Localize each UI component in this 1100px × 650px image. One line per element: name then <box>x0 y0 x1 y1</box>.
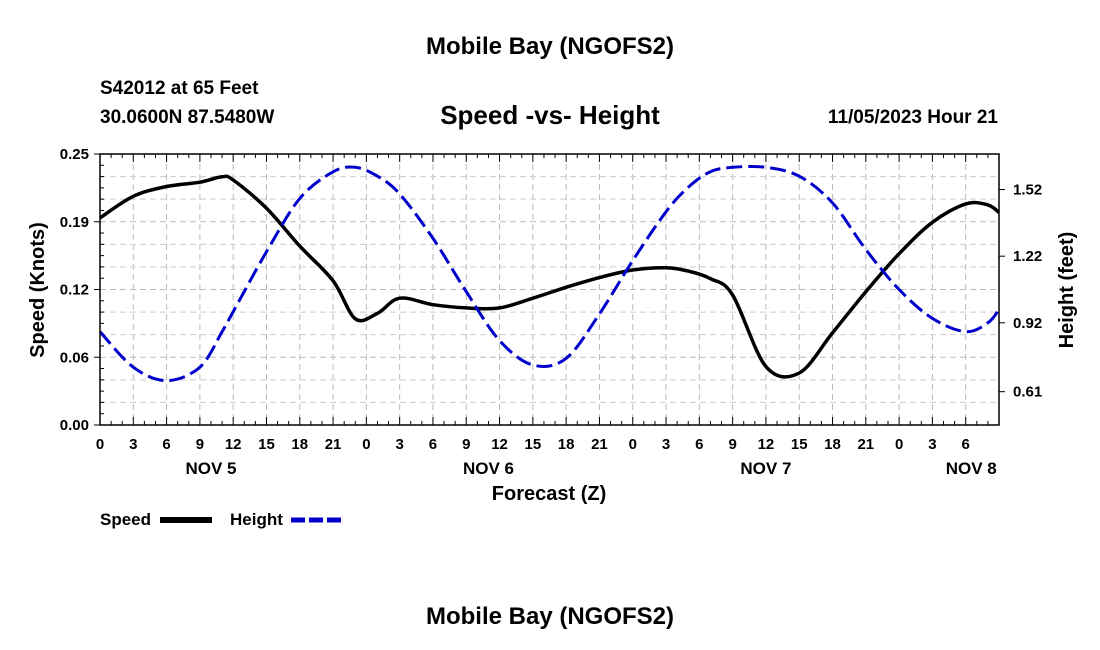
station-label: S42012 at 65 Feet <box>100 78 259 99</box>
x-tick-label: 0 <box>96 436 104 453</box>
forecast-date: 11/05/2023 Hour 21 <box>828 107 998 128</box>
legend-height-label: Height <box>230 510 283 529</box>
x-tick-label: 3 <box>928 436 936 453</box>
day-label: NOV 8 <box>946 459 997 478</box>
footer-title: Mobile Bay (NGOFS2) <box>426 603 674 630</box>
y-axis-label: Speed (Knots) <box>27 222 49 358</box>
page-title: Mobile Bay (NGOFS2) <box>426 33 674 60</box>
y-tick-label: 0.00 <box>60 417 89 434</box>
day-label: NOV 7 <box>740 459 791 478</box>
x-tick-label: 12 <box>225 436 242 453</box>
x-tick-label: 6 <box>695 436 703 453</box>
coords-label: 30.0600N 87.5480W <box>100 107 274 128</box>
x-axis-label: Forecast (Z) <box>492 483 606 505</box>
y-right-tick-label: 0.61 <box>1013 384 1042 401</box>
chart-title: Speed -vs- Height <box>440 100 660 130</box>
x-tick-label: 6 <box>962 436 970 453</box>
x-tick-label: 3 <box>129 436 137 453</box>
legend: Speed Height <box>100 510 342 529</box>
series-lines <box>98 164 1001 383</box>
y-tick-label: 0.19 <box>60 214 89 231</box>
x-tick-label: 0 <box>629 436 637 453</box>
x-tick-labels: 0 3 6 9 12 15 18 21 0 3 6 9 12 15 18 21 0 3 6 9 12 15 18 21 0 3 6 <box>96 436 970 453</box>
y-tick-label: 0.12 <box>60 282 89 299</box>
height-series-line <box>98 164 1001 383</box>
x-tick-label: 3 <box>395 436 403 453</box>
y-right-tick-label: 1.22 <box>1013 248 1042 265</box>
day-labels: NOV 5 NOV 6 NOV 7 NOV 8 <box>185 459 996 478</box>
x-tick-label: 0 <box>362 436 370 453</box>
x-tick-label: 9 <box>462 436 470 453</box>
x-tick-label: 12 <box>758 436 775 453</box>
x-tick-label: 12 <box>491 436 508 453</box>
x-tick-label: 21 <box>325 436 342 453</box>
y-right-tick-label: 1.52 <box>1013 182 1042 199</box>
x-tick-label: 9 <box>196 436 204 453</box>
day-label: NOV 6 <box>463 459 514 478</box>
y-tick-label: 0.25 <box>60 146 89 163</box>
x-tick-label: 15 <box>258 436 275 453</box>
x-tick-label: 0 <box>895 436 903 453</box>
day-label: NOV 5 <box>185 459 236 478</box>
speed-series-line <box>99 174 1001 379</box>
y-right-axis-label: Height (feet) <box>1056 232 1078 349</box>
x-tick-label: 18 <box>291 436 308 453</box>
x-tick-label: 3 <box>662 436 670 453</box>
x-tick-label: 9 <box>728 436 736 453</box>
y-right-tick-labels: 0.61 0.92 1.22 1.52 <box>1013 182 1042 401</box>
x-tick-label: 21 <box>857 436 874 453</box>
y-right-tick-label: 0.92 <box>1013 315 1042 332</box>
x-tick-label: 18 <box>824 436 841 453</box>
x-tick-label: 6 <box>162 436 170 453</box>
y-tick-labels: 0.00 0.06 0.12 0.19 0.25 <box>60 146 89 434</box>
x-tick-label: 18 <box>558 436 575 453</box>
x-tick-label: 15 <box>525 436 542 453</box>
x-tick-label: 6 <box>429 436 437 453</box>
legend-speed-label: Speed <box>100 510 151 529</box>
y-tick-label: 0.06 <box>60 349 89 366</box>
plot-frame <box>99 153 1000 426</box>
x-tick-label: 15 <box>791 436 808 453</box>
x-tick-label: 21 <box>591 436 608 453</box>
gridlines <box>100 154 999 425</box>
